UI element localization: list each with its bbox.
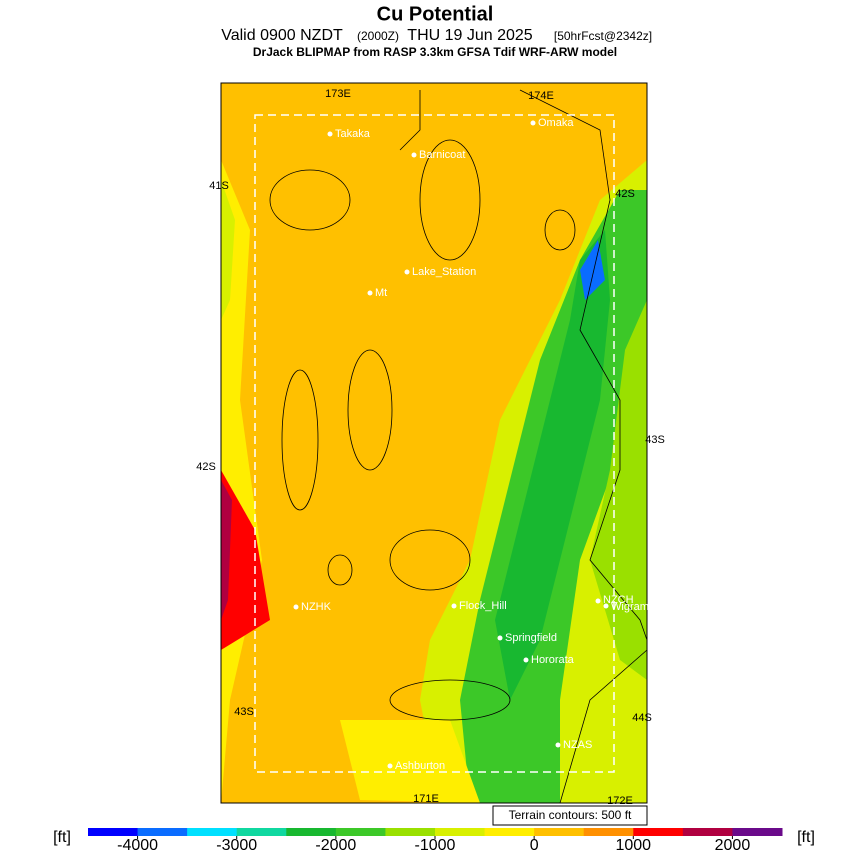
graticule-label: 41S (209, 180, 229, 192)
graticule-label: 42S (615, 188, 635, 200)
graticule-label: 173E (325, 88, 351, 100)
graticule-label: 43S (234, 706, 254, 718)
place: Mt (375, 287, 387, 299)
place: NZAS (563, 739, 592, 751)
place: Flock_Hill (459, 600, 507, 612)
colorbar-swatch (732, 828, 783, 836)
colorbar-tick-label: -1000 (415, 837, 456, 854)
colorbar-swatch (187, 828, 238, 836)
colorbar-tick-label: 1000 (615, 837, 651, 854)
graticule-label: 174E (528, 90, 554, 102)
place: Springfield (505, 632, 557, 644)
contour-note: Terrain contours: 500 ft (509, 808, 632, 822)
colorbar-swatch (385, 828, 436, 836)
place: Takaka (335, 128, 371, 140)
graticule-label: 42S (196, 461, 216, 473)
place: NZCH (603, 594, 634, 606)
place: Omaka (538, 117, 574, 129)
colorbar-swatch (534, 828, 585, 836)
unit-left: [ft] (53, 829, 71, 846)
place: NZHK (301, 601, 332, 613)
graticule-label: 44S (632, 712, 652, 724)
place: Wigram (611, 601, 649, 613)
graticule-label: 43S (645, 434, 665, 446)
graticule-label: 171E (413, 793, 439, 805)
colorbar-swatch (435, 828, 486, 836)
colorbar-swatch (137, 828, 188, 836)
colorbar-swatch (484, 828, 535, 836)
colorbar: -4000 -3000 -2000 -1000 0 1000 2000 (88, 828, 783, 854)
colorbar-swatch (236, 828, 287, 836)
unit-right: [ft] (797, 829, 815, 846)
colorbar-tick-label: 0 (530, 837, 539, 854)
place: Lake_Station (412, 266, 476, 278)
place: Hororata (531, 654, 575, 666)
colorbar-tick-label: -2000 (315, 837, 356, 854)
title: Cu Potential (377, 3, 494, 25)
graticule-label: 172E (607, 795, 633, 807)
colorbar-swatch (286, 828, 337, 836)
forecast: [50hrFcst@2342z] (554, 29, 652, 43)
colorbar-tick-label: -3000 (216, 837, 257, 854)
colorbar-swatch (583, 828, 634, 836)
subtitle: DrJack BLIPMAP from RASP 3.3km GFSA Tdif… (253, 45, 617, 59)
place: Barnicoat (419, 149, 465, 161)
colorbar-tick-label: 2000 (715, 837, 751, 854)
valid: Valid 0900 NZDT (221, 27, 343, 44)
map: Takaka Barnicoat Omaka Lake_Station Mt N… (196, 82, 665, 826)
colorbar-swatch (633, 828, 684, 836)
colorbar-swatch (682, 828, 733, 836)
place: Ashburton (395, 760, 445, 772)
colorbar-tick-label: -4000 (117, 837, 158, 854)
date: THU 19 Jun 2025 (407, 27, 533, 44)
utc: (2000Z) (357, 29, 399, 43)
colorbar-swatch (88, 828, 139, 836)
colorbar-swatch (335, 828, 386, 836)
